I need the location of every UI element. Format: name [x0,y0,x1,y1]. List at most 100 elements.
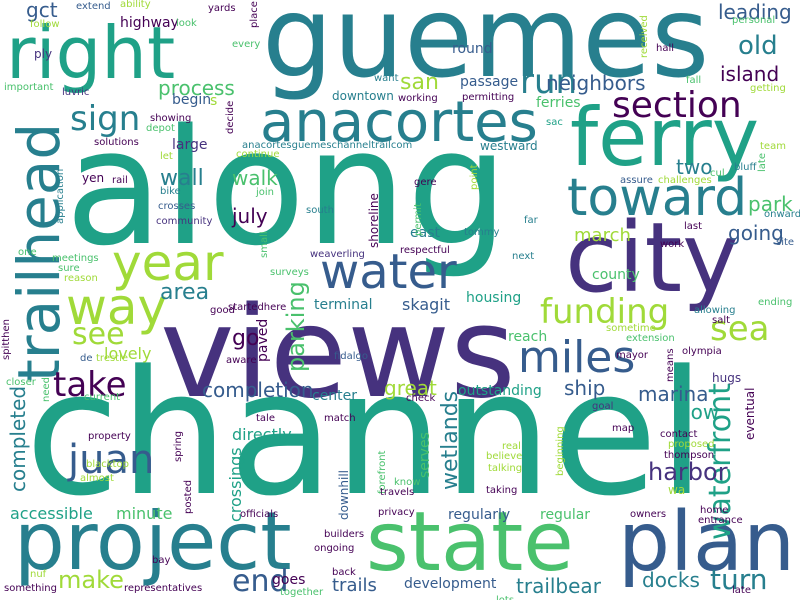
word-serves: serves [417,432,433,478]
word-closer: closer [6,377,36,388]
word-hall: hall [656,43,675,54]
word-means: means [665,348,676,382]
word-know: know [394,477,421,488]
word-section: section [612,85,742,126]
word-san: san [400,70,439,95]
word-trestle: trestle [96,353,129,364]
word-ferry: ferry [570,91,760,184]
word-great: great [384,376,437,400]
word-personal: personal [732,15,776,26]
word-gct: gct [26,0,58,22]
word-reach: reach [508,329,548,345]
word-cul: cul [710,168,725,179]
word-site: site [776,237,795,248]
word-two: two [676,155,713,179]
word-see: see [72,317,125,352]
word-believe: believe [486,451,523,462]
word-need: need [41,377,52,402]
word-continue: continue [236,149,280,160]
word-reason: reason [64,273,98,284]
word-westward: westward [480,139,538,153]
word-go: go [232,326,260,351]
word-yards: yards [208,3,236,14]
word-getting: getting [750,83,786,94]
word-guemes: guemes [262,0,710,103]
word-sea: sea [710,309,770,349]
word-regular: regular [540,507,591,523]
word-challenges: challenges [658,175,712,186]
word-directly: directly [232,425,292,444]
word-anacortesguemeschanneltrailcom: anacortesguemeschanneltrailcom [242,140,413,151]
word-place: place [249,1,260,28]
word-goes: goes [272,572,306,588]
word-passage: passage [460,74,519,90]
word-right: right [6,11,176,95]
word-wetlands: wetlands [438,390,463,490]
word-let: let [160,151,173,162]
word-de: de [80,353,93,364]
word-county: county [592,267,640,283]
word-july: july [232,204,268,228]
word-sometime: sometime [606,323,656,334]
word-work: work [660,239,685,250]
word-ply: ply [34,47,53,61]
word-outstanding: outstanding [458,383,542,399]
word-east: east [410,225,440,241]
word-depot: depot [146,123,175,134]
word-goal: goal [592,401,614,412]
word-map: map [612,423,635,434]
word-far: far [524,215,538,226]
word-trails: trails [332,575,377,596]
word-along: along [65,94,509,281]
word-meetings: meetings [52,253,99,264]
word-mayor: mayor [616,350,649,361]
word-plan: plan [618,495,796,590]
word-round: round [452,41,493,57]
word-point: point [469,164,480,190]
word-spring: spring [173,430,184,462]
word-marina: marina [638,382,709,406]
word-skagit: skagit [402,295,450,314]
word-bike: bike [160,186,181,197]
word-eventual: eventual [743,387,757,440]
word-join: join [256,187,275,198]
word-working: working [398,93,438,104]
word-late-2: late [732,585,751,596]
word-received: received [639,15,650,58]
word-permit: permit [413,203,424,236]
word-funding: funding [540,292,670,332]
word-state: state [366,495,574,590]
word-aware: aware [226,355,257,366]
word-docks: docks [642,568,700,592]
word-lots: lots [496,596,514,600]
word-extension: extension [626,333,675,344]
word-harbor: harbor [648,458,728,486]
word-posted: posted [183,479,194,514]
word-contact: contact [660,429,698,440]
word-minute: minute [116,504,173,523]
word-shoreline: shoreline [367,193,381,248]
word-ongoing: ongoing [314,543,355,554]
word-gere: gere [414,177,437,188]
word-allowing: allowing [694,305,736,316]
word-development: development [404,576,497,592]
word-walk: walk [232,166,278,190]
word-ending: ending [758,297,793,308]
word-look: look [176,18,197,29]
word-housing: housing [466,290,522,306]
word-completed: completed [6,385,30,492]
word-spitthen: spitthen [1,318,12,360]
word-owners: owners [630,509,667,520]
word-bay: bay [152,555,171,566]
word-downtown: downtown [332,89,394,103]
word-thompson: thompson [664,450,715,461]
word-now: now [678,400,720,424]
word-process: process [158,76,235,100]
word-small: small [259,231,270,258]
word-views: views [160,279,516,426]
word-community: community [156,216,213,227]
word-back: back [332,567,356,578]
word-surveys: surveys [270,267,309,278]
word-follow: follow [30,19,60,30]
word-highway: highway [120,15,179,31]
